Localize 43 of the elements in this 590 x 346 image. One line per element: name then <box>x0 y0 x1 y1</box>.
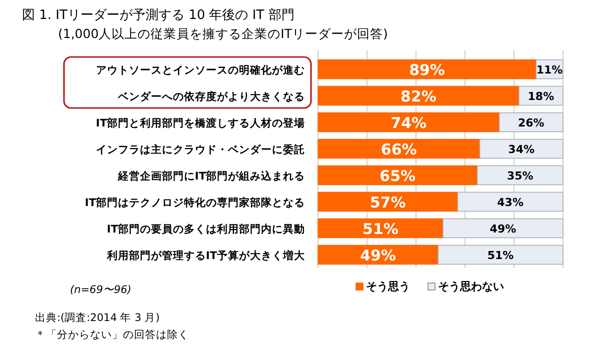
data-label: 49% <box>490 222 516 236</box>
data-label: 11% <box>536 63 563 76</box>
data-label: 82% <box>400 87 436 106</box>
y-tick-label: アウトソースとインソースの明確化が進む <box>96 63 305 76</box>
text: 図 1. ITリーダーが予測する 10 年後の IT 部門 <box>22 8 294 23</box>
y-tick-label: IT部門の要員の多くは利用部門内に異動 <box>106 222 305 236</box>
data-label: 35% <box>506 169 534 182</box>
bar <box>318 112 500 132</box>
data-label: 18% <box>528 90 554 103</box>
data-label: 89% <box>409 60 445 79</box>
data-label: 74% <box>390 114 427 132</box>
bar <box>318 218 444 238</box>
data-label: 51% <box>362 220 398 238</box>
data-label: 49% <box>360 246 396 264</box>
legend-label: そう思う <box>366 280 410 293</box>
bar <box>318 86 520 106</box>
legend-label: そう思わない <box>438 280 504 293</box>
y-tick-label: IT部門はテクノロジ特化の専門家部隊となる <box>84 196 305 209</box>
bar <box>318 165 478 186</box>
chart-subtitle: (1,000人以上の従業員を擁する企業のITリーダーが回答) <box>58 26 388 41</box>
data-label: 51% <box>487 248 514 262</box>
bar <box>457 192 564 212</box>
bar <box>318 138 480 159</box>
bar <box>318 192 458 212</box>
data-label: 65% <box>380 166 416 185</box>
text: (n=69〜96) <box>70 284 132 296</box>
text: ＊「分からない」の回答は除く <box>35 329 189 341</box>
bar <box>442 218 564 238</box>
bar <box>438 244 564 265</box>
bar <box>318 59 536 80</box>
data-label: 34% <box>508 142 535 156</box>
bar <box>476 165 564 186</box>
y-tick-label: インフラは主にクラウド・ベンダーに委託 <box>96 142 305 156</box>
data-label: 66% <box>380 140 417 158</box>
y-tick-label: 利用部門が管理するIT予算が大きく増大 <box>106 248 306 262</box>
data-label: 57% <box>370 193 406 212</box>
source-note: 出典:(調査:2014 年 3 月) <box>35 311 160 324</box>
y-tick-label: IT部門と利用部門を橋渡しする人材の登場 <box>96 116 305 130</box>
data-label: 43% <box>497 196 524 209</box>
data-label: 26% <box>518 116 544 130</box>
bar <box>479 138 564 159</box>
y-tick-label: 経営企画部門にIT部門が組み込まれる <box>116 169 305 182</box>
y-tick-label: ベンダーへの依存度がより大きくなる <box>117 90 305 103</box>
